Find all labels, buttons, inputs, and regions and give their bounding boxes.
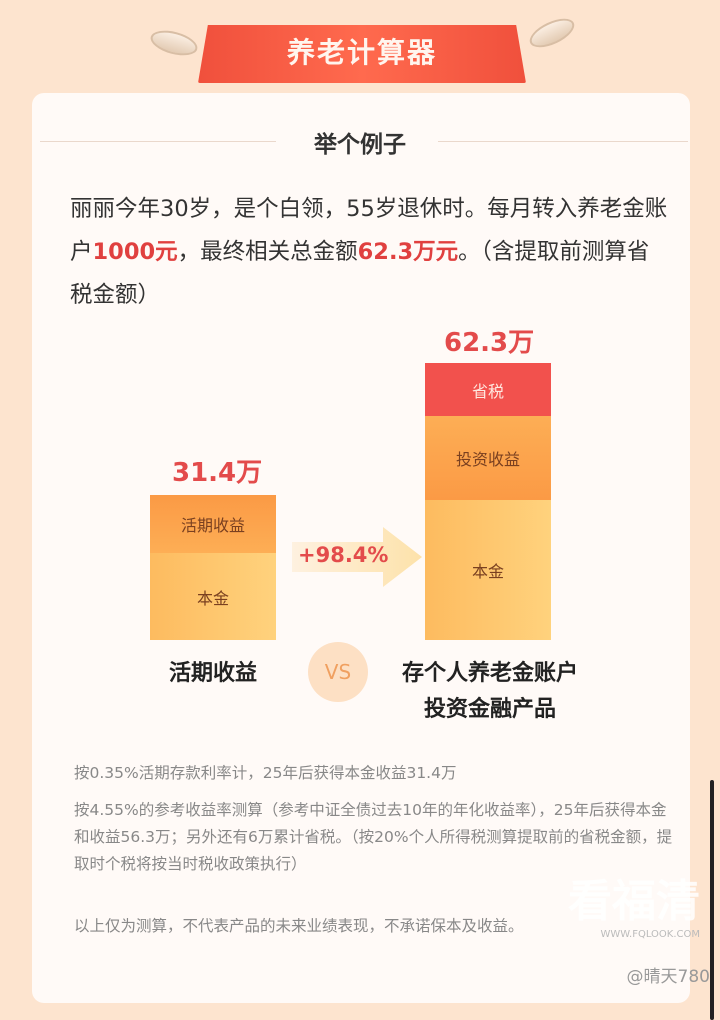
right-total: 62.3万	[444, 328, 535, 358]
section-title: 举个例子	[314, 132, 406, 158]
left-label: 活期收益	[168, 661, 257, 686]
divider	[40, 141, 276, 142]
example-text: 丽丽今年30岁，是个白领，55岁退休时。每月转入养老金账户1000元，最终相关总…	[70, 196, 668, 308]
segment-principal: 本金	[150, 553, 276, 640]
note-3: 以上仅为测算，不代表产品的未来业绩表现，不承诺保本及收益。	[74, 917, 524, 935]
scrollbar[interactable]	[710, 780, 714, 1020]
divider	[438, 141, 688, 142]
note-1: 按0.35%活期存款利率计，25年后获得本金收益31.4万	[74, 764, 457, 782]
segment-tax-saving: 省税	[425, 363, 551, 416]
growth-rate: +98.4%	[298, 543, 389, 567]
watermark: 看福清 WWW.FQLOOK.COM	[568, 876, 700, 940]
note-2: 按4.55%的参考收益率测算（参考中证全债过去10年的年化收益率），25年后获得…	[74, 801, 673, 873]
right-bar: 省税 投资收益 本金	[425, 363, 551, 640]
left-bar: 活期收益 本金	[150, 495, 276, 640]
segment-principal: 本金	[425, 500, 551, 640]
coin-decoration	[525, 12, 579, 54]
coin-decoration	[147, 26, 201, 60]
left-total: 31.4万	[172, 458, 263, 488]
username-watermark: @晴天780	[626, 967, 710, 987]
segment-investment-income: 投资收益	[425, 416, 551, 500]
page-title: 养老计算器	[198, 25, 526, 83]
vs-badge: VS	[308, 642, 368, 702]
right-label: 存个人养老金账户 投资金融产品	[401, 661, 578, 722]
segment-current-income: 活期收益	[150, 495, 276, 553]
